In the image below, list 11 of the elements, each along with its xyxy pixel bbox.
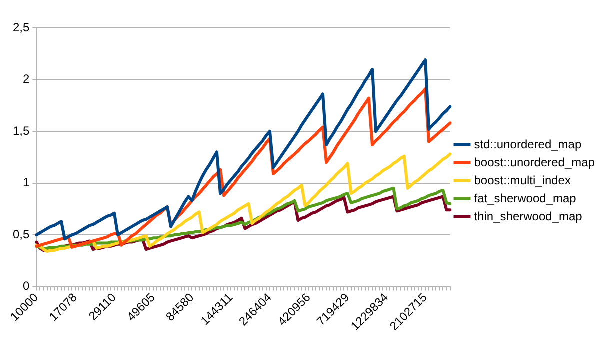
- y-tick-label: 1: [22, 176, 30, 190]
- y-tick-label: 2: [22, 72, 30, 86]
- y-tick-label: 0: [22, 279, 30, 294]
- legend-label: fat_sherwood_map: [474, 191, 577, 206]
- legend-label: std::unordered_map: [474, 137, 582, 152]
- y-tick-label: 2,5: [12, 20, 30, 34]
- legend-label: boost::unordered_map: [474, 155, 596, 170]
- legend-label: boost::multi_index: [474, 173, 571, 188]
- y-tick-label: 1,5: [12, 124, 30, 138]
- legend-label: thin_sherwood_map: [474, 209, 583, 224]
- y-tick-label: 0,5: [12, 227, 30, 242]
